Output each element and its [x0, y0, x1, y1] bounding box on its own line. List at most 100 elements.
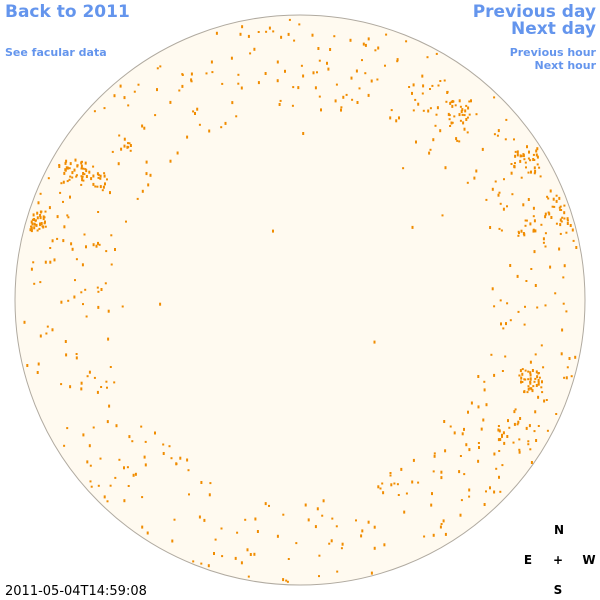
facula [381, 482, 384, 485]
facula [272, 30, 275, 33]
facula [415, 140, 417, 144]
facula [405, 492, 408, 495]
facula [493, 373, 496, 377]
facula [145, 160, 148, 164]
facula [527, 157, 530, 160]
facula [69, 175, 72, 178]
facula [109, 366, 112, 368]
facula [373, 340, 376, 344]
facula [528, 424, 531, 428]
facula [93, 376, 96, 379]
facula [544, 212, 547, 216]
facula [509, 319, 512, 322]
facula [430, 503, 433, 507]
facula [119, 84, 122, 88]
facula [108, 404, 111, 408]
facula [129, 149, 132, 152]
facula [176, 151, 179, 155]
facula [433, 454, 436, 458]
facula [113, 94, 116, 98]
facula [33, 222, 36, 226]
facula [516, 150, 519, 154]
facula [477, 459, 480, 463]
facula [99, 174, 102, 178]
next-hour-link[interactable]: Next hour [535, 59, 597, 72]
facula [103, 495, 106, 499]
facula [106, 420, 109, 424]
facula [443, 79, 446, 82]
facula [383, 543, 386, 547]
facula [360, 534, 363, 538]
facula [118, 134, 121, 137]
facula [318, 575, 320, 578]
facula [96, 390, 99, 394]
facula [114, 248, 116, 251]
facula [389, 474, 392, 477]
facula [70, 242, 73, 246]
facula [534, 377, 537, 380]
facula [544, 232, 547, 235]
facula [211, 71, 214, 74]
facula [520, 380, 522, 384]
facula [350, 76, 353, 80]
facula [141, 525, 144, 529]
facula [516, 423, 519, 426]
facula [196, 107, 199, 111]
facula [535, 149, 538, 153]
facula [330, 539, 333, 543]
facula [115, 424, 118, 428]
facula [121, 305, 124, 308]
facula [134, 472, 137, 476]
next-day-link[interactable]: Next day [511, 19, 596, 39]
facula [66, 427, 69, 430]
facula [527, 385, 530, 388]
facula [517, 310, 520, 313]
facula [412, 83, 415, 87]
facula [464, 109, 467, 113]
facula [321, 514, 324, 517]
facula [377, 485, 380, 489]
facula [40, 222, 43, 225]
facula [527, 198, 530, 201]
facula [318, 554, 321, 557]
back-link[interactable]: Back to 2011 [5, 2, 130, 22]
facula [494, 180, 497, 183]
previous-day-link[interactable]: Previous day [473, 2, 596, 22]
facula [221, 82, 224, 85]
facula [417, 481, 420, 484]
facula [288, 18, 291, 21]
facula [146, 531, 149, 535]
facula [268, 26, 271, 30]
facula [33, 218, 36, 221]
facula [62, 239, 65, 243]
facula [264, 502, 267, 506]
facula [287, 32, 290, 36]
facula [559, 205, 562, 208]
facula [496, 134, 499, 137]
facula [481, 147, 484, 151]
facula [136, 197, 139, 200]
facula [361, 59, 363, 62]
facular-data-link[interactable]: See facular data [5, 46, 107, 59]
facula [74, 279, 76, 282]
facula [249, 553, 252, 556]
facula [367, 520, 370, 524]
facula [532, 158, 535, 161]
facula [560, 220, 563, 223]
facula [92, 165, 95, 168]
facula [326, 61, 328, 65]
facula [69, 385, 72, 389]
facula [92, 243, 95, 247]
facula [203, 518, 206, 522]
facula [336, 570, 339, 573]
facula [37, 362, 40, 366]
facula [572, 239, 575, 242]
facula [537, 425, 540, 427]
facula [516, 274, 519, 278]
facula [563, 376, 566, 379]
facula [334, 99, 337, 103]
previous-hour-link[interactable]: Previous hour [510, 46, 597, 59]
facula [123, 137, 126, 141]
facula [527, 440, 530, 443]
facula [92, 426, 95, 429]
